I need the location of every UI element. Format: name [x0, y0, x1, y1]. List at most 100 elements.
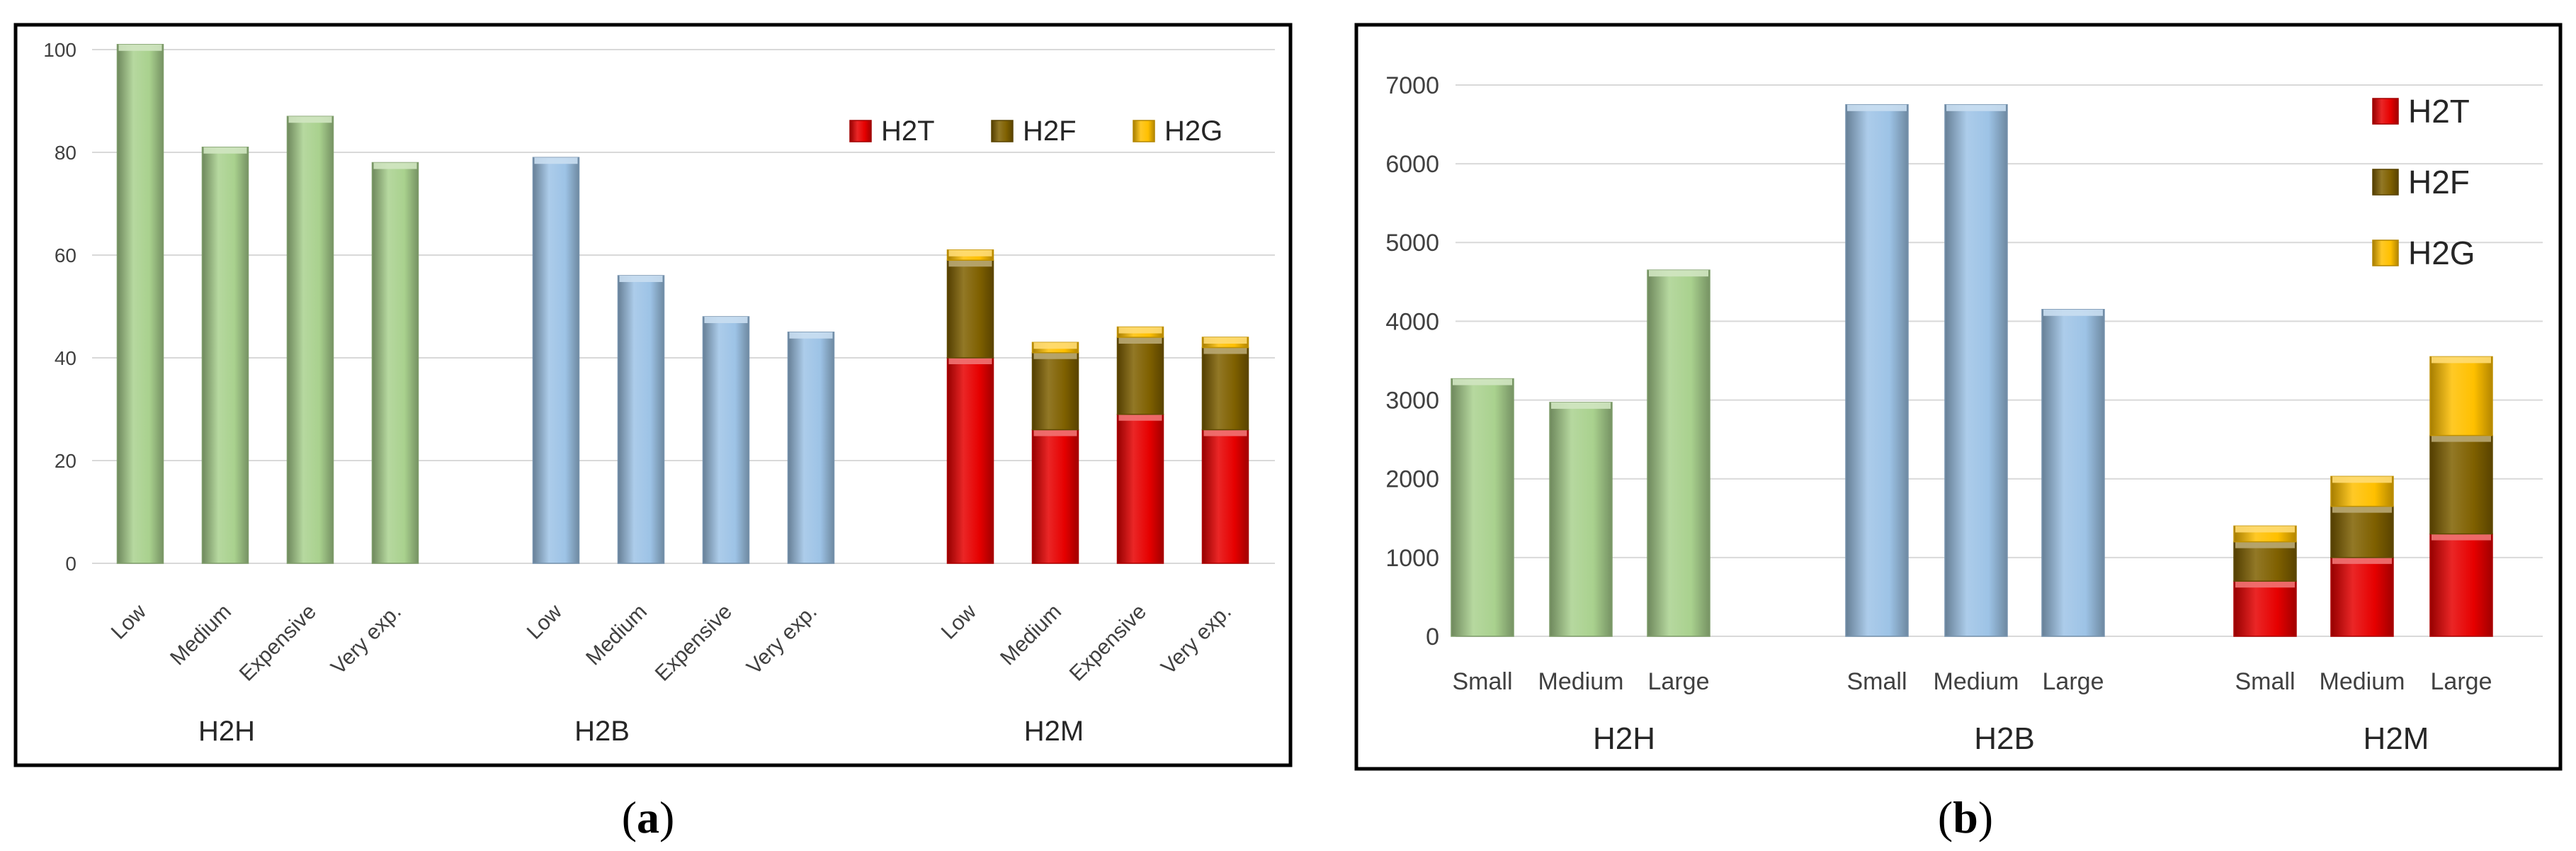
y-tick-label: 7000 [1385, 72, 1439, 99]
bar-H2H-Low [116, 44, 164, 564]
bar-H2H-Expensive-cap [288, 116, 332, 123]
group-label: H2M [2364, 721, 2429, 756]
legend-swatch [2372, 98, 2399, 125]
group-label: H2H [198, 716, 255, 747]
x-tick-label: Medium [1934, 668, 2019, 695]
legend-label: H2F [2408, 164, 2470, 201]
legend-label: H2T [881, 115, 935, 147]
bar-H2M-H2F-Medium [2330, 505, 2394, 558]
y-tick-label: 20 [55, 450, 76, 472]
bar-H2M-H2T-Medium-cap [2332, 557, 2392, 564]
y-tick-label: 80 [55, 142, 76, 164]
bar-H2H-Large-cap [1649, 270, 1708, 277]
panel-caption: (b) [1938, 792, 1993, 842]
bar-H2M-H2G-Small-cap [2235, 526, 2295, 533]
bar-H2B-Medium [1944, 104, 2008, 637]
bar-H2B-Expensive-cap [704, 317, 748, 323]
bar-H2H-Very exp.-cap [373, 162, 417, 169]
legend-label: H2F [1023, 115, 1077, 147]
bar-H2M-H2T-Small-cap [2235, 581, 2295, 588]
caption-paren: ( [622, 792, 637, 842]
bar-H2M-H2G-Medium-cap [2332, 476, 2392, 483]
bar-H2M-H2F-Low [946, 259, 994, 359]
bar-H2B-Low [532, 157, 580, 564]
bar-H2M-H2F-Expensive-cap [1118, 337, 1162, 344]
bar-H2M-H2F-Medium-cap [1033, 352, 1077, 359]
bar-H2M-H2G-Expensive-cap [1118, 327, 1162, 334]
bar-H2B-Small-cap [1847, 104, 1907, 111]
bar-H2H-Medium [201, 147, 249, 564]
bar-H2H-Medium [1549, 402, 1613, 637]
x-tick-label: Small [2235, 668, 2295, 695]
bar-H2H-Small [1451, 378, 1514, 637]
caption-letter: a [637, 792, 659, 842]
x-tick-label: Medium [2320, 668, 2405, 695]
caption-paren: ) [1978, 792, 1993, 842]
bar-H2B-Medium-cap [1946, 104, 2006, 111]
legend-swatch [2372, 239, 2399, 266]
bar-H2M-H2F-Medium [1031, 352, 1079, 431]
y-tick-label: 1000 [1385, 545, 1439, 572]
bar-H2B-Large-cap [2043, 309, 2103, 316]
panel-caption: (a) [622, 792, 675, 842]
x-tick-label: Small [1846, 668, 1907, 695]
bar-H2H-Very exp. [371, 162, 419, 564]
bar-H2M-H2G-Large-cap [2432, 356, 2491, 363]
bar-H2M-H2G-Very exp.-cap [1203, 337, 1247, 344]
bar-H2M-H2T-Small [2233, 580, 2297, 637]
legend-label: H2G [2408, 235, 2475, 271]
x-tick-label: Small [1452, 668, 1512, 695]
bar-H2H-Medium-cap [1551, 402, 1611, 409]
bar-H2H-Expensive [286, 115, 334, 564]
bar-H2H-Large [1647, 269, 1710, 637]
bar-H2H-Low-cap [118, 44, 162, 51]
bar-H2M-H2T-Low [946, 357, 994, 564]
bar-H2H-Medium-cap [203, 147, 247, 154]
caption-paren: ) [659, 792, 674, 842]
bar-H2M-H2T-Medium-cap [1033, 429, 1077, 436]
bar-H2M-H2T-Large [2429, 533, 2493, 637]
legend-label: H2G [1164, 115, 1222, 147]
group-label: H2H [1593, 721, 1655, 756]
legend-swatch [2372, 169, 2399, 196]
bar-H2M-H2F-Very exp.-cap [1203, 347, 1247, 354]
x-tick-label: Large [2043, 668, 2104, 695]
y-tick-label: 4000 [1385, 308, 1439, 335]
group-label: H2B [574, 716, 630, 747]
bar-H2M-H2T-Medium [2330, 557, 2394, 637]
caption-paren: ( [1938, 792, 1953, 842]
bar-H2M-H2T-Very exp. [1201, 429, 1249, 564]
y-tick-label: 100 [43, 39, 76, 61]
chart-panel-a: 0 20 40 60 80 100 Low Medium Expensive Very exp. H… [13, 23, 1293, 842]
bar-H2M-H2T-Large-cap [2432, 534, 2491, 541]
y-tick-label: 40 [55, 347, 76, 369]
bar-H2B-Small [1845, 104, 1909, 637]
bar-H2M-H2G-Large [2429, 356, 2493, 436]
bar-H2B-Very exp.-cap [789, 332, 833, 339]
bar-H2M-H2F-Very exp. [1201, 346, 1249, 431]
chart-b-svg: 0 1000 2000 3000 4000 5000 6000 7000 Small Medium… [1354, 23, 2563, 842]
bar-H2B-Medium [617, 275, 665, 564]
bar-H2M-H2F-Large [2429, 434, 2493, 535]
y-tick-label: 0 [1426, 624, 1439, 650]
bar-H2M-H2F-Large-cap [2432, 435, 2491, 442]
y-tick-label: 60 [55, 244, 76, 266]
y-tick-label: 3000 [1385, 387, 1439, 414]
bar-H2M-H2T-Expensive [1116, 414, 1164, 564]
bar-H2M-H2T-Expensive-cap [1118, 414, 1162, 421]
bar-H2B-Large [2041, 309, 2105, 637]
x-tick-label: Medium [1538, 668, 1624, 695]
legend-swatch [849, 120, 872, 142]
bar-H2M-H2F-Small-cap [2235, 541, 2295, 548]
legend-swatch [1133, 120, 1155, 142]
bar-H2B-Low-cap [534, 157, 578, 164]
y-tick-label: 2000 [1385, 466, 1439, 493]
group-label: H2M [1024, 716, 1084, 747]
bar-H2M-H2F-Expensive [1116, 337, 1164, 415]
legend-label: H2T [2408, 93, 2470, 130]
x-tick-label: Large [1648, 668, 1710, 695]
bar-H2M-H2G-Medium-cap [1033, 342, 1077, 349]
chart-panel-b: 0 1000 2000 3000 4000 5000 6000 7000 Small Medium… [1332, 0, 2576, 851]
bar-H2M-H2F-Medium-cap [2332, 506, 2392, 513]
